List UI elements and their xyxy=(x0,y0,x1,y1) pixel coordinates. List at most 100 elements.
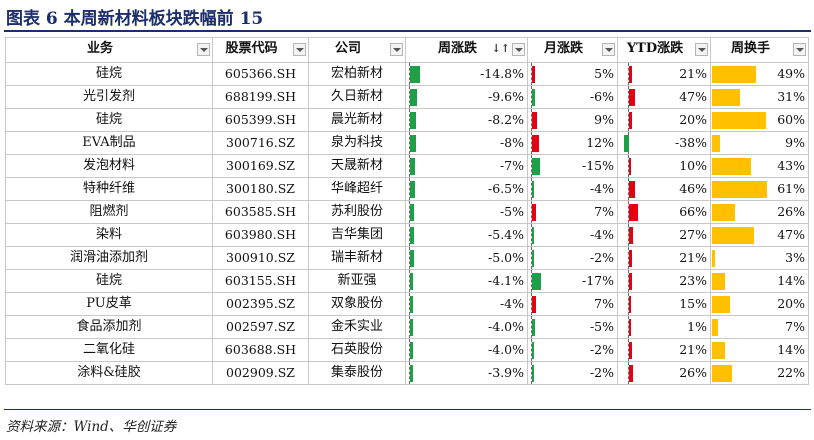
cell-week-change: -14.8% xyxy=(405,62,528,86)
filter-dropdown-icon[interactable] xyxy=(602,43,615,56)
header-week-turnover[interactable]: 周换手 xyxy=(710,37,809,63)
cell-value: -17% xyxy=(581,273,614,288)
cell-month-change: 7% xyxy=(527,200,618,224)
cell-value: 9% xyxy=(785,135,805,150)
negative-bar xyxy=(623,135,629,152)
filter-dropdown-icon[interactable] xyxy=(197,43,210,56)
negative-bar xyxy=(410,135,416,152)
turnover-bar xyxy=(712,181,767,198)
cell-stock-code: 603585.SH xyxy=(212,200,309,224)
table-row: 食品添加剂 002597.SZ 金禾实业 -4.0% -5% 1% 7% xyxy=(5,315,809,339)
zero-axis-line xyxy=(531,201,532,223)
cell-value: -2% xyxy=(589,365,614,380)
table-row: 二氧化硅 603688.SH 石英股份 -4.0% -2% 21% 14% xyxy=(5,338,809,362)
table-row: 染料 603980.SH 吉华集团 -5.4% -4% 27% 47% xyxy=(5,223,809,247)
zero-axis-line xyxy=(628,155,629,177)
cell-value: -4% xyxy=(589,181,614,196)
negative-bar xyxy=(532,342,534,359)
header-ytd-change[interactable]: YTD涨跌 xyxy=(617,37,711,63)
turnover-bar xyxy=(712,135,721,152)
filter-dropdown-icon[interactable] xyxy=(293,43,306,56)
cell-value: 31% xyxy=(777,89,805,104)
cell-value: 60% xyxy=(777,112,805,127)
table-row: 硅烷 605366.SH 宏柏新材 -14.8% 5% 21% 49% xyxy=(5,62,809,86)
cell-week-change: -5.4% xyxy=(405,223,528,247)
cell-company: 久日新材 xyxy=(308,85,406,109)
negative-bar xyxy=(410,89,417,106)
cell-value: 43% xyxy=(777,158,805,173)
cell-month-change: -6% xyxy=(527,85,618,109)
cell-month-change: 12% xyxy=(527,131,618,155)
cell-week-turnover: 26% xyxy=(710,200,809,224)
cell-stock-code: 688199.SH xyxy=(212,85,309,109)
cell-week-change: -5% xyxy=(405,200,528,224)
cell-ytd-change: 47% xyxy=(617,85,711,109)
negative-bar xyxy=(532,227,535,244)
cell-week-change: -8% xyxy=(405,131,528,155)
zero-axis-line xyxy=(628,201,629,223)
cell-company: 宏柏新材 xyxy=(308,62,406,86)
cell-month-change: -15% xyxy=(527,154,618,178)
cell-ytd-change: 21% xyxy=(617,246,711,270)
cell-value: 27% xyxy=(679,227,707,242)
filter-dropdown-icon[interactable] xyxy=(512,43,525,56)
positive-bar xyxy=(629,181,636,198)
cell-stock-code: 300910.SZ xyxy=(212,246,309,270)
cell-business: 硅烷 xyxy=(5,269,213,293)
cell-value: 7% xyxy=(594,296,614,311)
zero-axis-line xyxy=(409,201,410,223)
zero-axis-line xyxy=(628,86,629,108)
negative-bar xyxy=(532,365,534,382)
cell-week-change: -9.6% xyxy=(405,85,528,109)
turnover-bar xyxy=(712,112,766,129)
zero-axis-line xyxy=(531,247,532,269)
cell-value: -5.0% xyxy=(488,250,524,265)
cell-stock-code: 002909.SZ xyxy=(212,361,309,385)
filter-dropdown-icon[interactable] xyxy=(695,43,708,56)
header-company[interactable]: 公司 xyxy=(308,37,406,63)
header-week-change[interactable]: 周涨跌 ↓↑ xyxy=(405,37,528,63)
cell-week-change: -4% xyxy=(405,292,528,316)
zero-axis-line xyxy=(409,270,410,292)
cell-value: 21% xyxy=(679,66,707,81)
zero-axis-line xyxy=(409,86,410,108)
cell-ytd-change: -38% xyxy=(617,131,711,155)
cell-value: 61% xyxy=(777,181,805,196)
cell-week-turnover: 43% xyxy=(710,154,809,178)
positive-bar xyxy=(629,273,633,290)
negative-bar xyxy=(410,365,413,382)
table-row: 润滑油添加剂 300910.SZ 瑞丰新材 -5.0% -2% 21% 3% xyxy=(5,246,809,270)
header-code[interactable]: 股票代码 xyxy=(212,37,309,63)
negative-bar xyxy=(410,342,413,359)
positive-bar xyxy=(532,204,536,221)
negative-bar xyxy=(410,250,414,267)
cell-value: -15% xyxy=(581,158,614,173)
cell-company: 泉为科技 xyxy=(308,131,406,155)
zero-axis-line xyxy=(628,247,629,269)
cell-value: -4% xyxy=(589,227,614,242)
filter-dropdown-icon[interactable] xyxy=(793,43,806,56)
zero-axis-line xyxy=(628,178,629,200)
cell-week-turnover: 14% xyxy=(710,338,809,362)
turnover-bar xyxy=(712,89,740,106)
cell-stock-code: 605366.SH xyxy=(212,62,309,86)
cell-week-turnover: 49% xyxy=(710,62,809,86)
filter-dropdown-icon[interactable] xyxy=(390,43,403,56)
cell-month-change: -2% xyxy=(527,338,618,362)
cell-value: -4.0% xyxy=(488,342,524,357)
cell-business: EVA制品 xyxy=(5,131,213,155)
cell-ytd-change: 46% xyxy=(617,177,711,201)
cell-business: 染料 xyxy=(5,223,213,247)
zero-axis-line xyxy=(628,362,629,384)
header-month-change[interactable]: 月涨跌 xyxy=(527,37,618,63)
cell-value: 23% xyxy=(679,273,707,288)
turnover-bar xyxy=(712,227,755,244)
zero-axis-line xyxy=(409,132,410,154)
zero-axis-line xyxy=(409,178,410,200)
cell-value: -5% xyxy=(589,319,614,334)
zero-axis-line xyxy=(409,224,410,246)
header-business[interactable]: 业务 xyxy=(5,37,213,63)
table-row: 阻燃剂 603585.SH 苏利股份 -5% 7% 66% 26% xyxy=(5,200,809,224)
cell-value: 26% xyxy=(679,365,707,380)
cell-company: 石英股份 xyxy=(308,338,406,362)
